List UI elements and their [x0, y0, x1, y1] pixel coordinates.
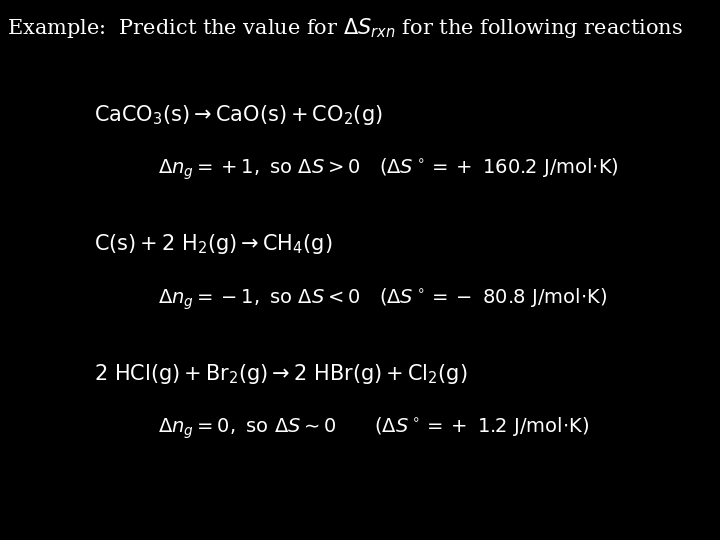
Text: $\mathrm{C(s) + 2\ H_2(g) \rightarrow CH_4(g)}$: $\mathrm{C(s) + 2\ H_2(g) \rightarrow CH…: [94, 232, 332, 256]
Text: $\mathrm{2\ HCl(g) + Br_2(g) \rightarrow 2\ HBr(g) + Cl_2(g)}$: $\mathrm{2\ HCl(g) + Br_2(g) \rightarrow…: [94, 362, 467, 386]
Text: $\Delta n_g = -1,\ \mathrm{so}\ \Delta S < 0 \quad (\Delta S^\circ = -\ 80.8\ \m: $\Delta n_g = -1,\ \mathrm{so}\ \Delta S…: [158, 286, 608, 312]
Text: Example:  Predict the value for $\Delta S_{rxn}$ for the following reactions: Example: Predict the value for $\Delta S…: [7, 16, 683, 40]
Text: $\mathrm{CaCO_3(s) \rightarrow CaO(s) + CO_2(g)}$: $\mathrm{CaCO_3(s) \rightarrow CaO(s) + …: [94, 103, 382, 126]
Text: $\Delta n_g = 0,\ \mathrm{so}\ \Delta S \sim 0 \qquad (\Delta S^\circ = +\ 1.2\ : $\Delta n_g = 0,\ \mathrm{so}\ \Delta S …: [158, 416, 590, 441]
Text: $\Delta n_g = +1,\ \mathrm{so}\ \Delta S > 0 \quad (\Delta S^\circ = +\ 160.2\ \: $\Delta n_g = +1,\ \mathrm{so}\ \Delta S…: [158, 157, 619, 182]
